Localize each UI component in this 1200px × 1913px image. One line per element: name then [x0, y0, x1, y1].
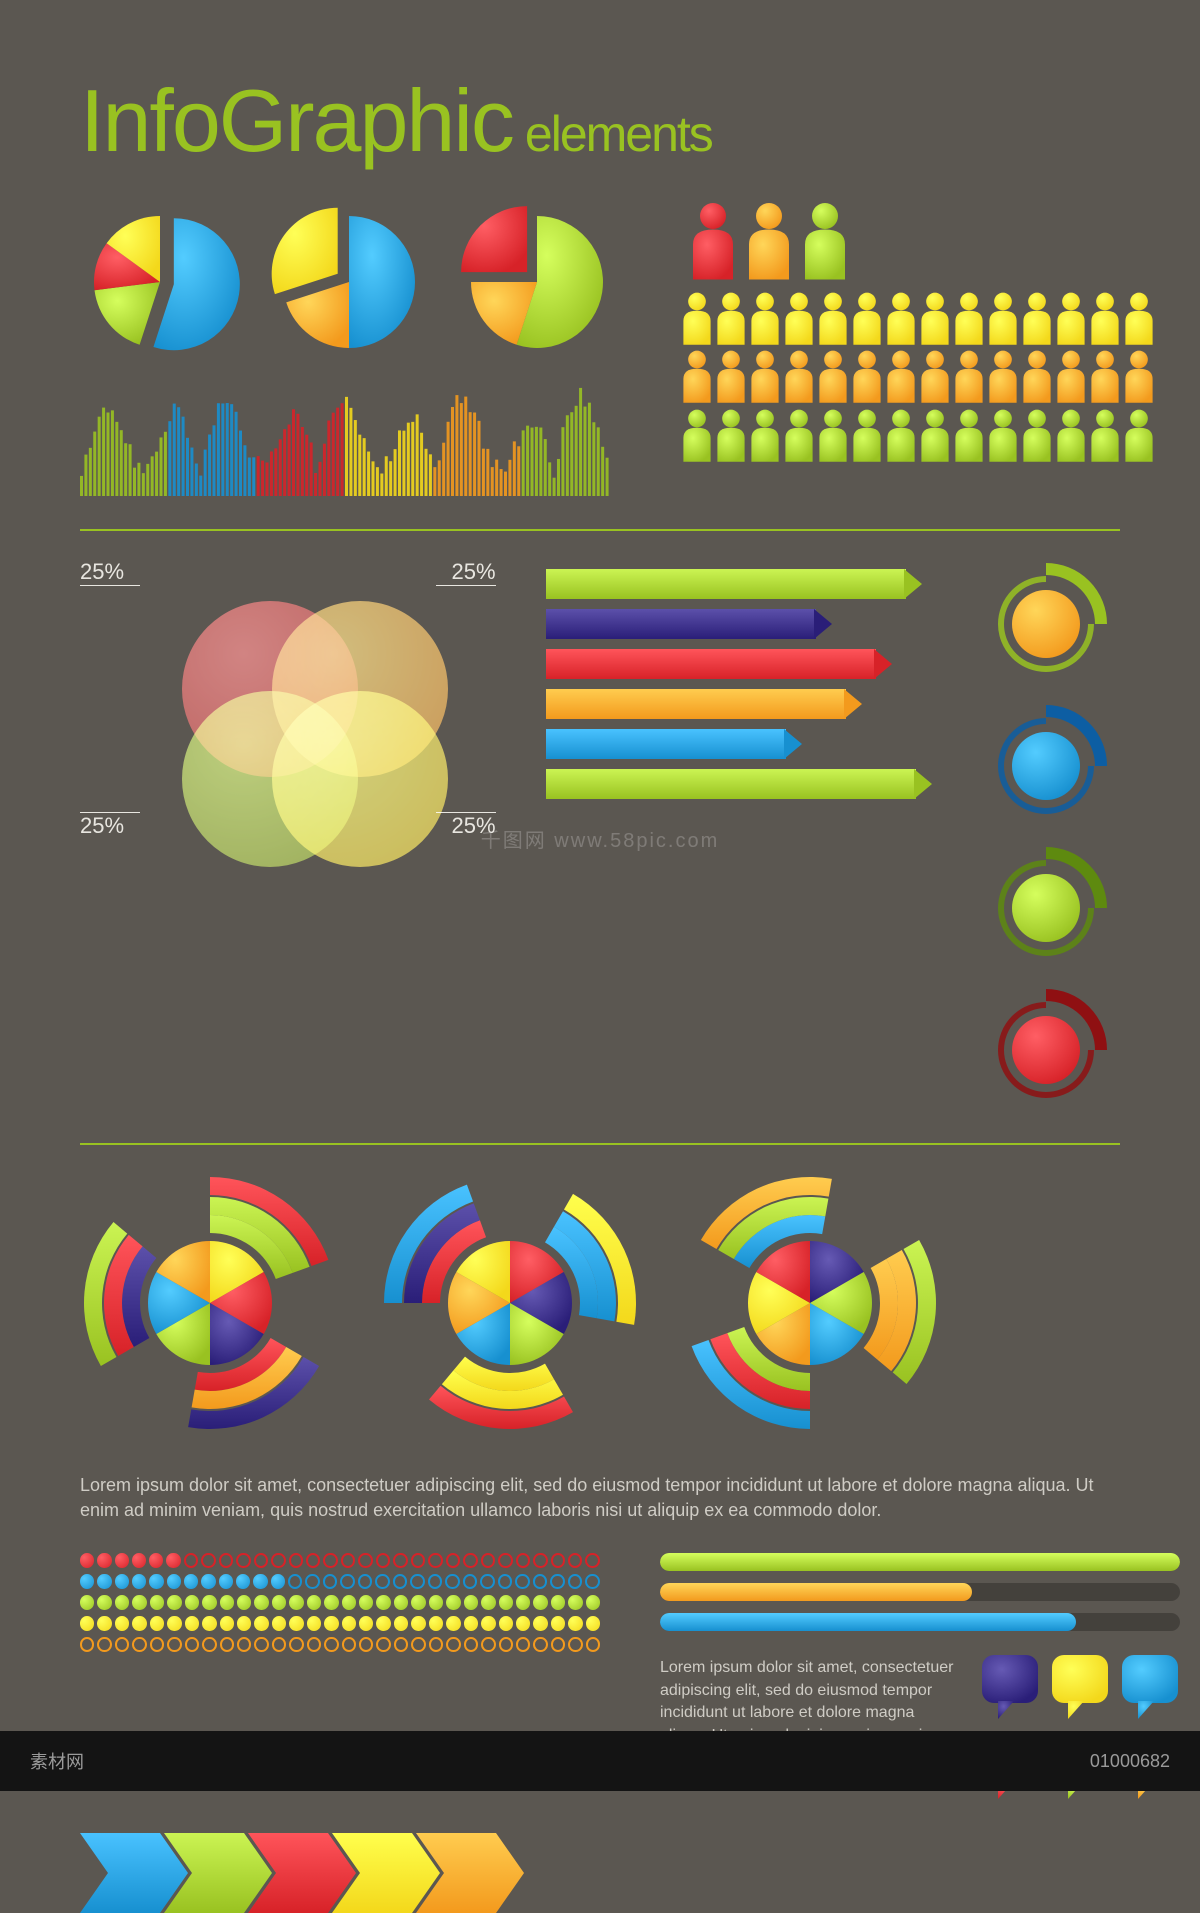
pie-chart	[80, 202, 243, 372]
dot-row	[80, 1574, 600, 1589]
person-icon	[714, 292, 748, 346]
fan-chart	[680, 1173, 950, 1443]
divider	[80, 1143, 1120, 1145]
divider	[80, 529, 1120, 531]
person-icon	[782, 292, 816, 346]
person-icon	[1054, 292, 1088, 346]
person-icon	[850, 292, 884, 346]
person-icon	[816, 350, 850, 404]
person-icon	[1122, 292, 1156, 346]
person-icon	[850, 350, 884, 404]
person-icon	[816, 409, 850, 463]
person-icon	[680, 292, 714, 346]
person-icon	[782, 350, 816, 404]
venn-label-1: 25%	[80, 559, 124, 585]
section-fans	[80, 1173, 1120, 1443]
person-icon	[748, 350, 782, 404]
person-icon	[1122, 409, 1156, 463]
bubble-row	[980, 1653, 1180, 1723]
section-top	[80, 202, 1120, 501]
person-icon	[1088, 350, 1122, 404]
arrow-bar	[546, 729, 786, 759]
person-icon	[1020, 292, 1054, 346]
arrow-bar	[546, 569, 906, 599]
person-icon	[1054, 350, 1088, 404]
person-icon	[688, 202, 738, 282]
arrow-bar	[546, 609, 816, 639]
page-title: InfoGraphicelements	[80, 70, 1120, 172]
pie-chart	[457, 202, 620, 372]
dot-row	[80, 1637, 600, 1652]
dial-icon	[981, 985, 1111, 1115]
fan-chart	[380, 1173, 650, 1443]
footer-left: 素材网	[30, 1748, 84, 1774]
arrow-bar	[546, 769, 916, 799]
person-icon	[816, 292, 850, 346]
person-icon	[986, 409, 1020, 463]
pie-row	[80, 202, 620, 372]
title-sub: elements	[525, 106, 712, 162]
dial-icon	[981, 843, 1111, 973]
person-icon	[952, 409, 986, 463]
person-icon	[1088, 292, 1122, 346]
person-icon	[884, 409, 918, 463]
dial-icon	[981, 701, 1111, 831]
speech-bubble-icon	[1050, 1653, 1110, 1723]
person-icon	[884, 350, 918, 404]
dot-row	[80, 1553, 600, 1568]
person-icon	[748, 292, 782, 346]
person-icon	[744, 202, 794, 282]
person-icon	[952, 292, 986, 346]
footer-bar: 素材网 01000682	[0, 1731, 1200, 1791]
person-icon	[850, 409, 884, 463]
person-icon	[952, 350, 986, 404]
person-icon	[1020, 350, 1054, 404]
person-icon	[986, 292, 1020, 346]
person-icon	[1054, 409, 1088, 463]
speech-bubble-icon	[980, 1653, 1040, 1723]
person-icon	[918, 350, 952, 404]
progress-bars	[660, 1553, 1180, 1631]
footer-right: 01000682	[1090, 1751, 1170, 1772]
dot-row	[80, 1595, 600, 1610]
chevron-segment	[416, 1833, 526, 1913]
progress-bar	[660, 1613, 1180, 1631]
person-icon	[800, 202, 850, 282]
person-icon	[918, 292, 952, 346]
watermark: 千图网 www.58pic.com	[0, 824, 1200, 853]
person-icon	[1088, 409, 1122, 463]
soundwave-chart	[80, 386, 610, 496]
arrow-bar	[546, 689, 846, 719]
people-column	[680, 202, 1156, 501]
person-icon	[714, 350, 748, 404]
person-icon	[884, 292, 918, 346]
progress-bar	[660, 1583, 1180, 1601]
person-icon	[748, 409, 782, 463]
person-icon	[1020, 409, 1054, 463]
person-icon	[680, 350, 714, 404]
fan-chart	[80, 1173, 350, 1443]
chevron-arrow	[80, 1833, 1120, 1913]
person-icon	[918, 409, 952, 463]
title-main: InfoGraphic	[80, 71, 513, 170]
dot-row	[80, 1616, 600, 1631]
lorem-paragraph-1: Lorem ipsum dolor sit amet, consectetuer…	[80, 1473, 1120, 1523]
person-icon	[1122, 350, 1156, 404]
speech-bubble-icon	[1120, 1653, 1180, 1723]
progress-bar	[660, 1553, 1180, 1571]
person-icon	[782, 409, 816, 463]
pie-chart	[269, 202, 432, 372]
arrow-bar	[546, 649, 876, 679]
person-icon	[714, 409, 748, 463]
pies-column	[80, 202, 620, 501]
dial-icon	[981, 559, 1111, 689]
person-icon	[986, 350, 1020, 404]
person-icon	[680, 409, 714, 463]
